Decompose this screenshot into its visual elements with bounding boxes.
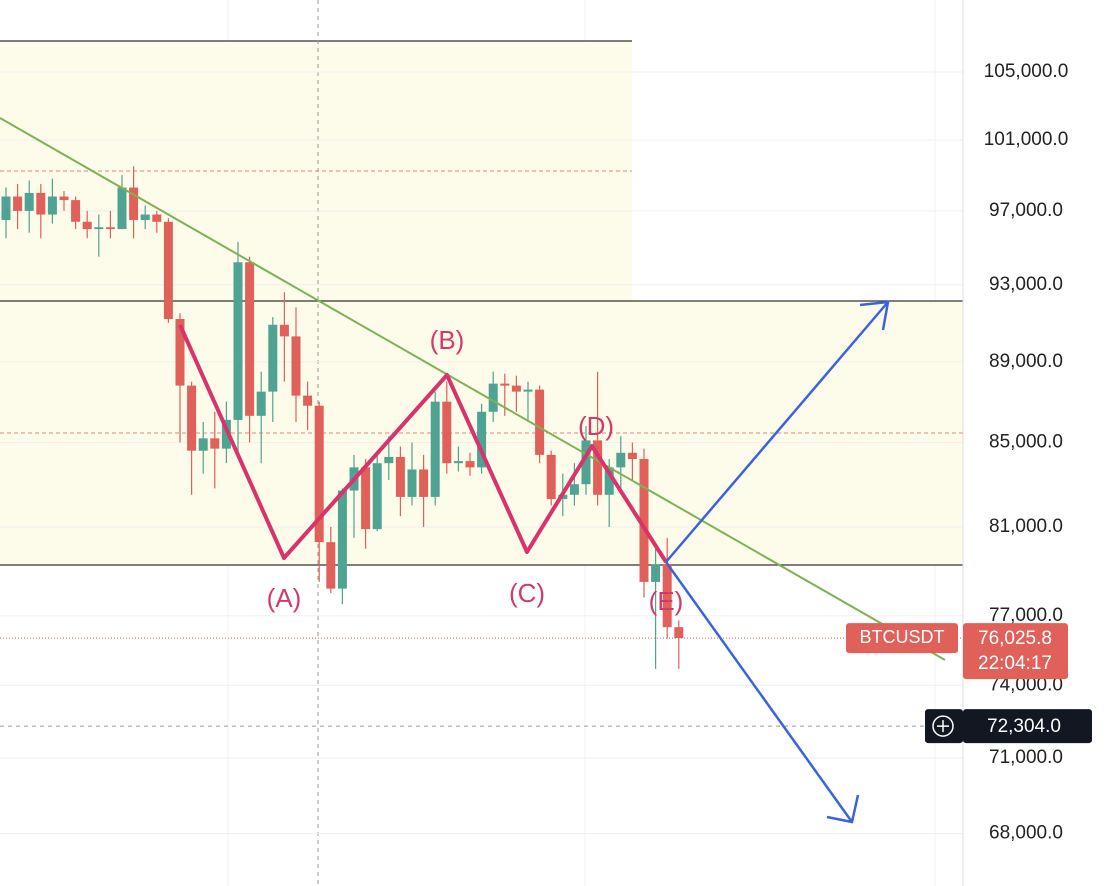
candle-body	[546, 454, 556, 500]
candle-body	[523, 389, 533, 392]
candle-body	[163, 221, 173, 320]
candle-body	[245, 262, 255, 416]
y-tick-label: 81,000.0	[989, 516, 1063, 537]
annotation: (B)	[430, 325, 465, 355]
candle-body	[59, 196, 69, 201]
candle-body	[535, 389, 545, 455]
trend-line	[0, 117, 946, 661]
annotation: (D)	[578, 411, 614, 441]
candle-body	[326, 542, 336, 589]
y-tick-label: 101,000.0	[984, 129, 1069, 150]
countdown-label: 22:04:17	[978, 653, 1052, 674]
candle-body	[13, 196, 23, 211]
candle-body	[140, 214, 150, 220]
candle-body	[221, 419, 231, 449]
price-badge	[963, 623, 1068, 680]
candle-body	[593, 440, 603, 495]
drawings: (A) (B) (C) (D) (E)	[0, 117, 946, 824]
candle-body	[36, 192, 46, 215]
y-tick-label: 97,000.0	[989, 200, 1063, 221]
candle-body	[419, 469, 429, 497]
candle-body	[488, 383, 498, 412]
candle-body	[430, 401, 440, 497]
candle-body	[337, 490, 347, 589]
candle-body	[47, 196, 57, 215]
candle-body	[639, 459, 649, 582]
candle-body	[117, 187, 127, 230]
arrow-down	[664, 561, 860, 824]
candle-body	[569, 484, 579, 495]
candle-body	[105, 227, 115, 230]
candle-body	[581, 440, 591, 485]
candle-body	[198, 438, 208, 451]
candle-body	[500, 383, 510, 386]
candle-body	[511, 385, 521, 392]
y-tick-label: 68,000.0	[989, 823, 1063, 844]
candle-body	[210, 438, 220, 449]
y-tick-label: 89,000.0	[989, 351, 1063, 372]
candle-body	[674, 627, 684, 639]
y-tick-label: 85,000.0	[989, 431, 1063, 452]
candle-body	[314, 405, 324, 543]
crosshair-plus-icon	[937, 720, 949, 733]
candle-body	[453, 461, 463, 464]
candle-body	[291, 336, 301, 396]
annotation: (C)	[509, 578, 545, 608]
y-tick-label: 105,000.0	[984, 61, 1069, 82]
candle-body	[407, 469, 417, 497]
candle-body	[187, 385, 197, 451]
candle-body	[442, 401, 452, 464]
crosshair-price-label: 72,304.0	[987, 716, 1061, 737]
annotation: (A)	[267, 583, 302, 613]
arrow-up	[665, 300, 890, 563]
candle-body	[268, 324, 278, 392]
candle-body	[129, 187, 139, 220]
y-tick-label: 93,000.0	[989, 274, 1063, 295]
candle-body	[651, 564, 661, 582]
candle-body	[94, 227, 104, 230]
candle-body	[662, 564, 672, 628]
candle-body	[82, 221, 92, 230]
crosshair-badge	[963, 709, 1092, 744]
candle-body	[384, 456, 394, 464]
candle-body	[395, 456, 405, 497]
candle-body	[256, 391, 266, 416]
candle-body	[279, 324, 289, 337]
annotation: (E)	[649, 586, 684, 616]
candle-body	[233, 262, 243, 420]
candle-body	[175, 319, 185, 386]
y-tick-label: 77,000.0	[989, 605, 1063, 626]
candle-body	[152, 214, 162, 222]
last-price-label: 76,025.8	[978, 628, 1052, 649]
candle-body	[627, 452, 637, 460]
y-tick-label: 71,000.0	[989, 747, 1063, 768]
candle-body	[465, 461, 475, 468]
symbol-label: BTCUSDT	[860, 627, 945, 647]
candle-body	[361, 467, 371, 530]
symbol-badge	[846, 623, 958, 654]
candle-body	[616, 452, 626, 468]
y-tick-label: 74,000.0	[989, 674, 1063, 695]
candle-body	[24, 192, 34, 211]
candle-body	[71, 200, 81, 222]
crosshair-plus-icon	[932, 715, 954, 737]
candle-body	[477, 411, 487, 468]
candle-body	[1, 196, 11, 220]
zigzag-pattern	[178, 324, 668, 564]
candle-body	[303, 395, 313, 406]
candle-body	[604, 467, 614, 495]
candle-body	[372, 463, 382, 530]
